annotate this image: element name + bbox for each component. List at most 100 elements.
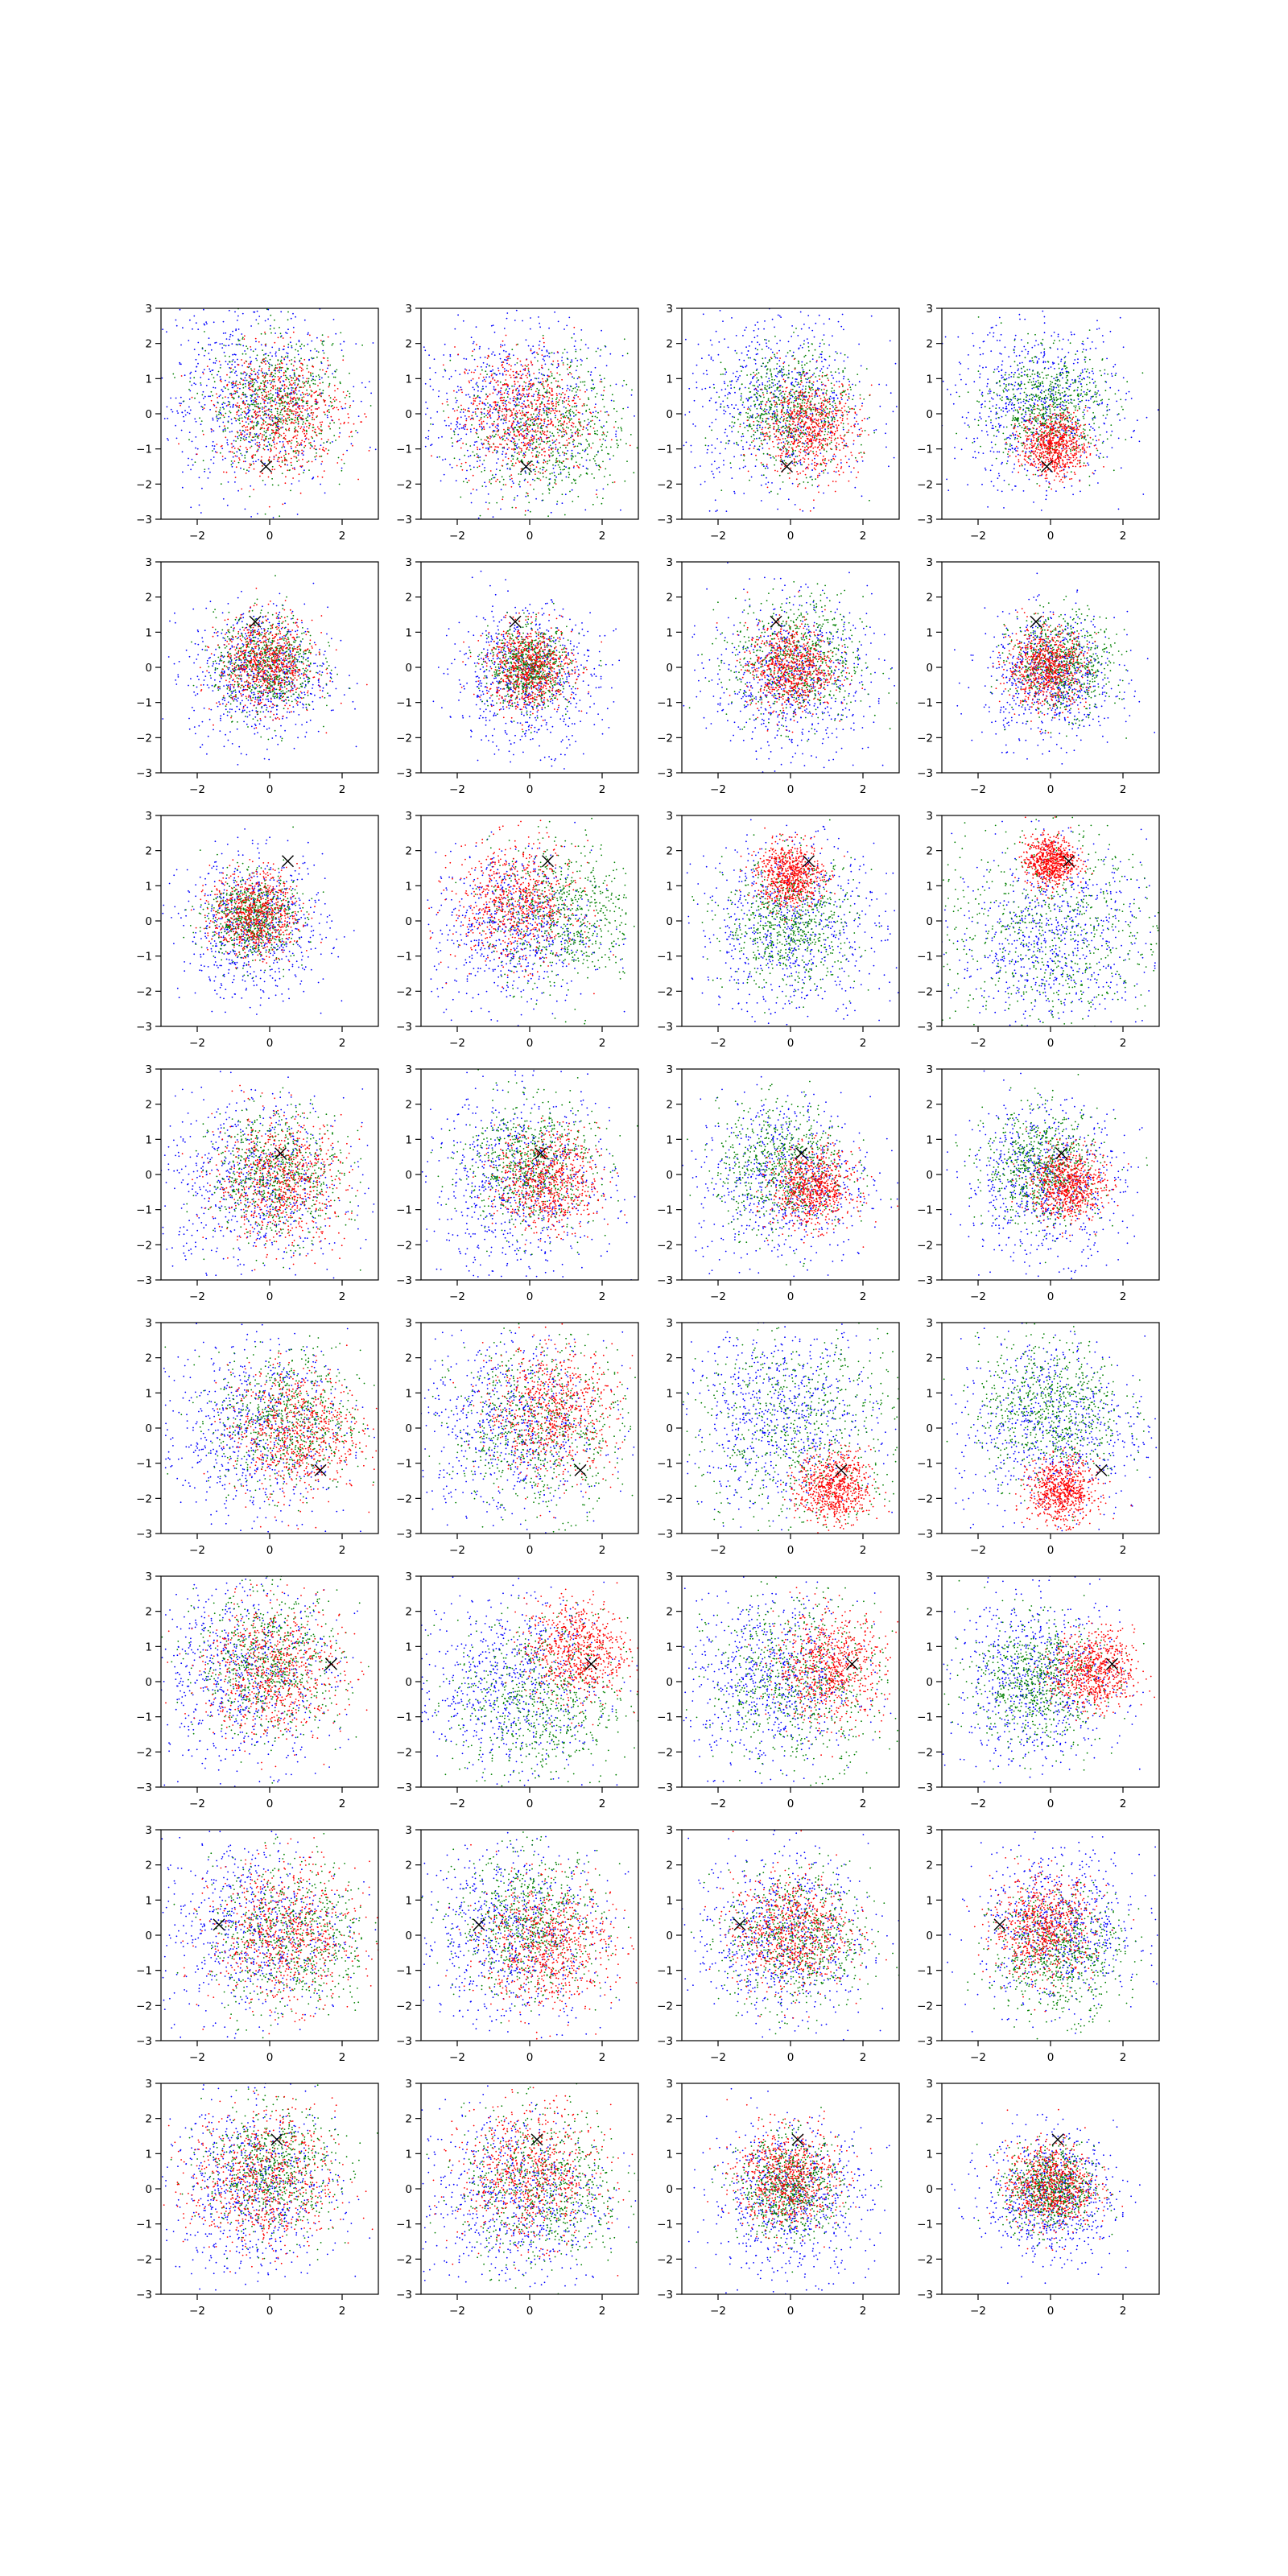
red-point: [307, 461, 308, 463]
red-point: [301, 370, 303, 372]
green-point: [221, 483, 222, 485]
blue-point: [351, 443, 353, 444]
blue-point: [438, 396, 440, 398]
green-point: [344, 463, 345, 464]
red-point: [564, 401, 565, 402]
green-point: [601, 444, 603, 445]
blue-point: [713, 384, 715, 386]
green-point: [194, 398, 196, 399]
green-point: [296, 441, 298, 443]
blue-point: [230, 334, 232, 336]
red-point: [318, 428, 320, 430]
red-point: [263, 444, 265, 446]
blue-point: [505, 407, 506, 408]
red-point: [539, 397, 541, 398]
green-point: [274, 328, 275, 329]
green-point: [558, 452, 559, 454]
red-point: [180, 405, 181, 407]
blue-point: [709, 400, 711, 402]
red-point: [473, 372, 475, 374]
green-point: [812, 355, 814, 357]
green-point: [265, 421, 266, 423]
blue-point: [196, 322, 197, 324]
green-point: [271, 381, 273, 382]
blue-point: [270, 435, 271, 436]
green-point: [222, 398, 224, 399]
blue-point: [477, 382, 478, 384]
blue-point: [724, 448, 726, 450]
red-point: [520, 361, 522, 362]
green-point: [584, 381, 586, 382]
red-point: [582, 429, 584, 431]
red-point: [507, 359, 509, 361]
blue-point: [763, 465, 765, 467]
red-point: [235, 456, 237, 457]
green-point: [295, 427, 296, 428]
blue-point: [438, 437, 440, 439]
green-point: [268, 397, 270, 398]
red-point: [244, 440, 246, 441]
green-point: [250, 381, 252, 382]
blue-point: [265, 320, 266, 322]
green-point: [625, 384, 627, 386]
red-point: [611, 439, 613, 440]
green-point: [270, 315, 271, 316]
blue-point: [284, 502, 286, 504]
green-point: [549, 353, 551, 354]
red-point: [265, 438, 266, 440]
green-point: [603, 439, 605, 440]
green-point: [769, 359, 770, 361]
red-point: [460, 389, 462, 390]
red-point: [539, 403, 541, 405]
red-point: [293, 390, 295, 392]
red-point: [334, 385, 336, 386]
red-point: [544, 431, 546, 433]
blue-point: [274, 401, 275, 402]
red-point: [264, 361, 266, 363]
green-point: [238, 340, 240, 341]
green-point: [579, 453, 580, 455]
red-point: [283, 433, 285, 435]
green-point: [230, 412, 232, 414]
red-point: [541, 454, 543, 456]
green-point: [287, 418, 289, 419]
red-point: [488, 437, 489, 439]
red-point: [203, 434, 204, 436]
red-point: [515, 389, 517, 390]
blue-point: [742, 448, 744, 450]
green-point: [268, 394, 270, 395]
red-point: [221, 446, 222, 448]
green-point: [279, 403, 281, 405]
green-point: [309, 385, 311, 386]
green-point: [240, 344, 242, 345]
blue-point: [295, 316, 296, 318]
red-point: [551, 390, 553, 391]
red-point: [508, 447, 510, 448]
blue-point: [770, 457, 772, 459]
green-point: [529, 473, 530, 474]
blue-point: [239, 430, 241, 431]
red-point: [530, 436, 532, 438]
blue-point: [285, 332, 287, 333]
green-point: [307, 402, 308, 404]
green-point: [604, 476, 605, 477]
red-point: [553, 405, 555, 407]
blue-point: [573, 415, 575, 417]
red-point: [203, 373, 204, 374]
blue-point: [493, 351, 494, 353]
red-point: [268, 391, 270, 393]
blue-point: [324, 493, 326, 494]
red-point: [555, 403, 557, 405]
green-point: [345, 397, 346, 398]
green-point: [204, 469, 205, 470]
blue-point: [527, 510, 529, 511]
green-point: [316, 376, 317, 378]
blue-point: [734, 392, 736, 394]
blue-point: [848, 394, 850, 395]
red-point: [517, 420, 518, 422]
red-point: [475, 411, 477, 413]
green-point: [485, 370, 486, 372]
green-point: [306, 430, 308, 431]
green-point: [620, 439, 621, 440]
green-point: [720, 489, 722, 491]
